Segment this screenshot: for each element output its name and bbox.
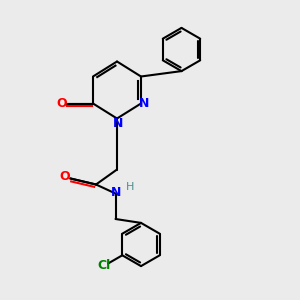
- Text: N: N: [139, 97, 149, 110]
- Text: N: N: [113, 116, 124, 130]
- Text: O: O: [56, 97, 67, 110]
- Text: N: N: [111, 185, 121, 199]
- Text: Cl: Cl: [97, 259, 110, 272]
- Text: H: H: [126, 182, 135, 193]
- Text: O: O: [59, 170, 70, 184]
